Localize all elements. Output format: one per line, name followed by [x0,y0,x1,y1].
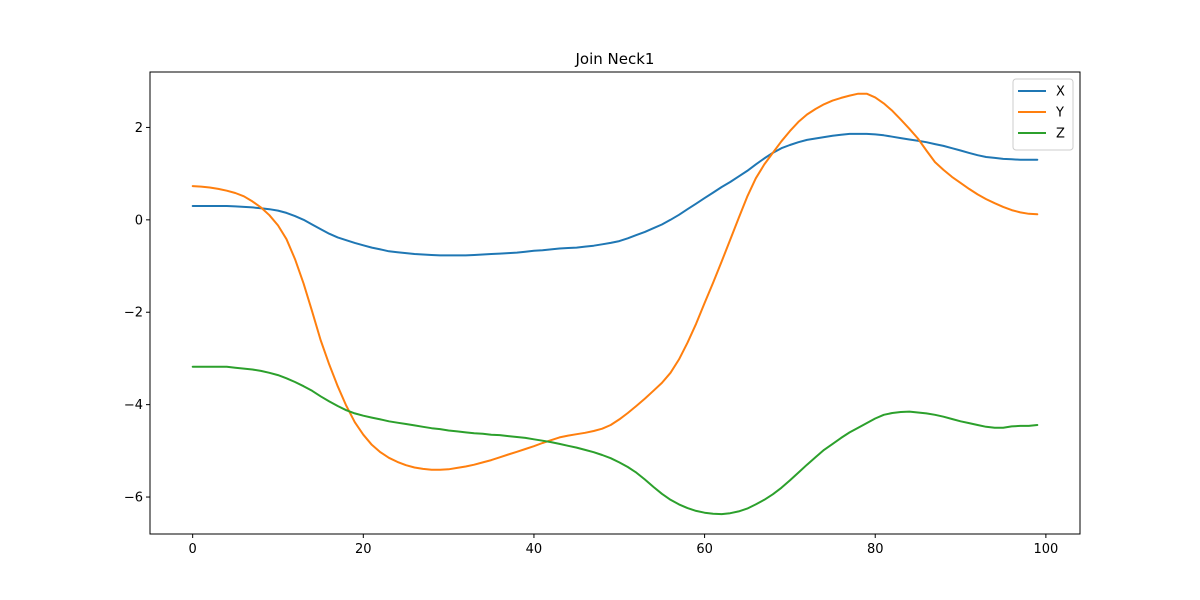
x-tick-label: 20 [355,542,372,557]
y-tick-label: 2 [135,121,143,136]
legend-label-z: Z [1056,127,1065,142]
x-axis: 0 20 40 60 80 100 [189,534,1058,557]
plot-frame [149,71,1081,535]
plot-lines [191,92,1039,516]
series-line-y [191,92,1039,471]
y-tick-label: −6 [124,491,143,506]
chart-title: Join Neck1 [575,50,655,68]
x-tick-label: 0 [189,542,197,557]
x-tick-label: 80 [867,542,884,557]
series-line-x [191,132,1039,257]
x-tick-label: 60 [696,542,713,557]
legend-label-y: Y [1055,106,1064,121]
y-tick-label: −4 [124,398,143,413]
series-line-z [191,365,1039,516]
legend: XYZ [1012,78,1074,151]
y-tick-label: −2 [124,306,143,321]
x-tick-label: 100 [1033,542,1058,557]
legend-label-x: X [1056,85,1065,100]
y-tick-label: 0 [135,213,143,228]
x-tick-label: 40 [526,542,543,557]
y-axis: 2 0 −2 −4 −6 [124,121,150,506]
